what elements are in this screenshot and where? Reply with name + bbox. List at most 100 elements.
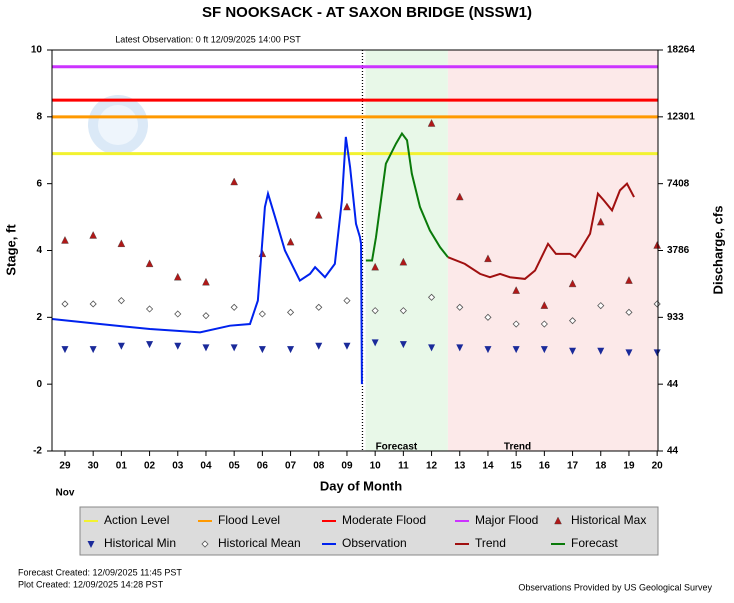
legend-label: Historical Mean: [218, 536, 301, 550]
historical-min-point: [371, 339, 379, 347]
x-tick-label: 19: [623, 461, 635, 472]
x-tick-label: 30: [88, 461, 100, 472]
historical-max-point: [286, 237, 295, 246]
region-label: Forecast: [376, 442, 418, 453]
historical-max-point: [202, 277, 210, 286]
historical-mean-point: [653, 300, 661, 308]
x-tick-label: 18: [595, 461, 607, 472]
y-tick-label: -2: [33, 446, 42, 457]
legend-label: Major Flood: [475, 513, 538, 527]
x-tick-label: 15: [511, 461, 523, 472]
historical-max-point: [427, 119, 436, 127]
historical-mean-point: [625, 308, 633, 316]
y-tick-label: 2: [36, 312, 42, 323]
x-tick-label: 05: [229, 461, 241, 472]
historical-max-point: [596, 217, 605, 226]
historical-mean-point: [512, 320, 520, 328]
historical-min-point: [512, 346, 520, 354]
y-tick-label: 6: [36, 178, 42, 189]
series-line: [447, 182, 635, 280]
chart-title: SF NOOKSACK - AT SAXON BRIDGE (NSSW1): [202, 4, 532, 21]
y2-tick-label: 12301: [667, 111, 695, 122]
y2-tick-label: 44: [667, 379, 679, 390]
x-axis-label: Day of Month: [320, 478, 402, 493]
y-tick-label: 10: [31, 45, 43, 56]
historical-min-point: [230, 344, 238, 352]
x-tick-label: 12: [426, 461, 438, 472]
historical-max-point: [145, 259, 154, 268]
x-tick-label: 06: [257, 461, 269, 472]
historical-mean-point: [286, 308, 295, 316]
historical-min-point: [287, 346, 295, 354]
historical-max-point: [61, 236, 69, 244]
y2-tick-label: 3786: [667, 245, 690, 256]
y-tick-label: 0: [36, 379, 42, 390]
legend-box: [79, 506, 659, 556]
x-tick-label: 29: [59, 461, 71, 472]
historical-max-point: [540, 301, 549, 309]
plot-created: Plot Created: 12/09/2025 14:28 PST: [18, 579, 164, 589]
x-tick-label: 01: [116, 461, 128, 472]
x-tick-label: 13: [454, 461, 466, 472]
historical-min-point: [89, 346, 97, 354]
historical-mean-point: [174, 310, 182, 318]
historical-min-point: [540, 346, 548, 354]
historical-min-point: [428, 344, 436, 352]
legend-label: Trend: [475, 536, 506, 550]
historical-max-point: [625, 276, 633, 284]
y-tick-label: 4: [36, 245, 42, 256]
y-axis-label: Stage, ft: [3, 224, 18, 276]
series-line: [365, 131, 449, 262]
y-tick-label: 8: [36, 111, 42, 122]
historical-min-point: [569, 347, 577, 355]
y2-tick-label: 7408: [667, 178, 690, 189]
historical-min-point: [456, 344, 464, 352]
historical-mean-point: [484, 313, 492, 321]
x-tick-label: 09: [341, 461, 353, 472]
x-tick-label: 04: [200, 461, 212, 472]
legend-label: Action Level: [104, 513, 169, 527]
historical-mean-point: [61, 300, 69, 308]
historical-min-point: [202, 344, 210, 352]
y2-tick-label: 18264: [667, 45, 695, 56]
historical-max-point: [89, 231, 97, 239]
historical-max-point: [314, 210, 323, 219]
historical-min-point: [653, 349, 661, 357]
historical-max-point: [653, 241, 661, 249]
legend-label: Historical Min: [104, 536, 176, 550]
legend-swatch: [87, 541, 95, 548]
historical-mean-point: [230, 303, 238, 311]
historical-max-point: [173, 272, 182, 281]
x-tick-label: 03: [172, 461, 184, 472]
historical-mean-point: [568, 317, 577, 325]
historical-min-point: [625, 349, 633, 357]
historical-min-point: [174, 342, 182, 350]
historical-max-point: [343, 202, 351, 211]
historical-max-point: [230, 177, 238, 186]
legend-label: Flood Level: [218, 513, 280, 527]
legend-swatch: [554, 516, 562, 525]
y2-tick-label: 44: [667, 446, 679, 457]
x-tick-label: 11: [398, 461, 409, 472]
historical-mean-point: [399, 307, 407, 315]
y2-axis-label: Discharge, cfs: [710, 206, 725, 295]
historical-mean-point: [117, 297, 125, 305]
y2-tick-label: 933: [667, 312, 684, 323]
x-tick-label: 17: [567, 461, 579, 472]
historical-min-point: [61, 346, 69, 354]
x-tick-label: 07: [285, 461, 297, 472]
historical-mean-point: [202, 312, 210, 320]
x-tick-label: 10: [370, 461, 382, 472]
logo-inner: [98, 105, 138, 145]
historical-min-point: [315, 342, 323, 350]
historical-mean-point: [146, 305, 154, 313]
historical-min-point: [258, 346, 266, 354]
legend-label: Observation: [342, 536, 407, 550]
historical-mean-point: [258, 310, 266, 318]
historical-mean-point: [343, 297, 351, 305]
historical-min-point: [146, 341, 154, 349]
series-line: [51, 136, 363, 385]
x-tick-label: 02: [144, 461, 156, 472]
